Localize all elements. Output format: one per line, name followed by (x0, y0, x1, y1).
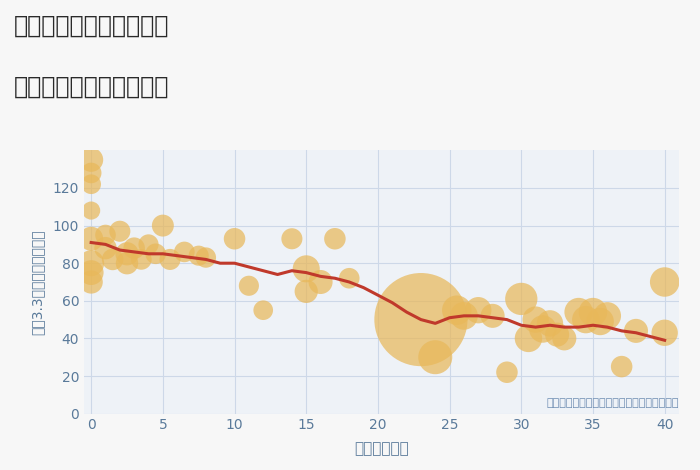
Point (121, 250, 132, 258)
Point (158, 222, 169, 229)
Point (315, 278, 326, 286)
Point (545, 320, 556, 327)
Point (229, 235, 240, 243)
Point (559, 335, 570, 342)
Point (473, 306, 484, 314)
Point (121, 259, 132, 267)
Point (136, 256, 147, 263)
Point (573, 308, 584, 316)
Point (594, 318, 606, 325)
Point (602, 312, 613, 320)
Text: 大阪府八尾市八尾木北の: 大阪府八尾市八尾木北の (14, 14, 169, 38)
Point (501, 368, 512, 376)
Point (659, 329, 671, 337)
Point (114, 227, 125, 235)
Point (516, 295, 527, 303)
Point (100, 231, 111, 239)
Point (85, 278, 97, 286)
Point (85, 269, 97, 276)
Point (85, 259, 97, 267)
Point (452, 306, 463, 314)
Point (85, 180, 97, 188)
Text: 築年数別中古戸建て価格: 築年数別中古戸建て価格 (14, 75, 169, 99)
Point (107, 256, 118, 263)
Point (329, 235, 340, 243)
Point (178, 248, 190, 256)
Point (129, 244, 140, 252)
Point (300, 288, 312, 295)
Point (430, 353, 441, 361)
Point (487, 312, 498, 320)
Y-axis label: 坪（3.3㎡）単価（万円）: 坪（3.3㎡）単価（万円） (30, 229, 44, 335)
Point (164, 256, 176, 263)
Point (286, 235, 297, 243)
X-axis label: 築年数（年）: 築年数（年） (354, 441, 409, 456)
Point (258, 306, 269, 314)
Point (415, 316, 426, 323)
Point (580, 316, 592, 323)
Point (587, 308, 598, 316)
Point (85, 156, 97, 164)
Point (659, 278, 671, 286)
Point (616, 363, 627, 370)
Text: 円の大きさは、取引のあった物件面積を示す: 円の大きさは、取引のあった物件面積を示す (547, 399, 679, 408)
Point (193, 252, 204, 259)
Point (150, 250, 161, 258)
Point (300, 265, 312, 273)
Point (85, 169, 97, 177)
Point (530, 316, 541, 323)
Point (244, 282, 255, 290)
Point (631, 327, 642, 335)
Point (537, 325, 548, 333)
Point (143, 241, 154, 248)
Point (85, 207, 97, 214)
Point (552, 331, 563, 338)
Point (200, 254, 211, 261)
Point (458, 312, 470, 320)
Point (100, 244, 111, 252)
Point (85, 235, 97, 243)
Point (344, 274, 355, 282)
Point (523, 335, 534, 342)
